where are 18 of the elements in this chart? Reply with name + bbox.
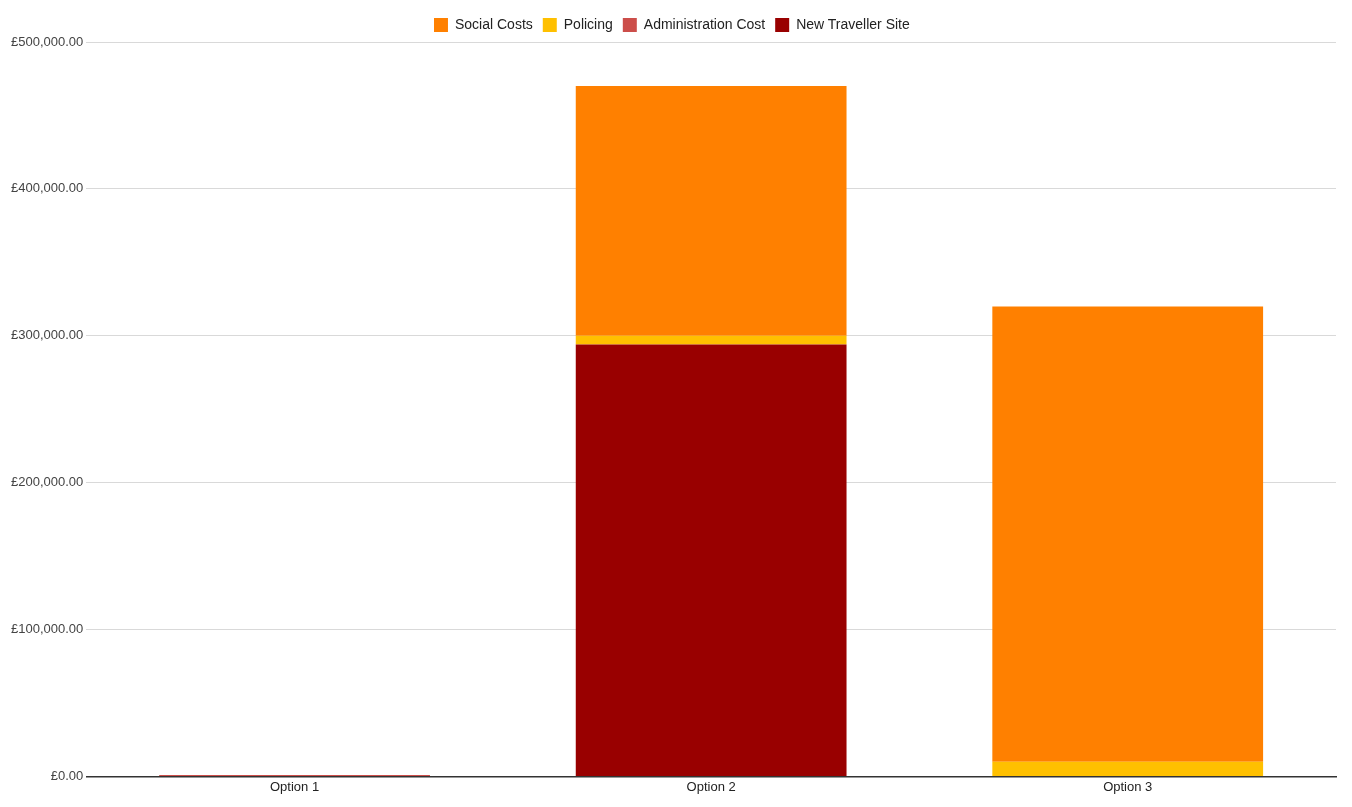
y-tick-label: £500,000.00 (11, 33, 84, 49)
bar (575, 344, 847, 776)
bar (992, 761, 1264, 776)
y-tick-label: £200,000.00 (11, 474, 84, 490)
bar (575, 335, 847, 345)
legend-label: Social Costs (454, 15, 533, 32)
y-tick-label: £0.00 (50, 767, 84, 783)
legend-label: Administration Cost (643, 15, 766, 32)
x-tick-label: Option 2 (686, 778, 736, 794)
bar (575, 86, 847, 336)
legend-label: New Traveller Site (796, 15, 910, 32)
x-tick-label: Option 1 (270, 778, 320, 794)
x-tick-label: Option 3 (1103, 778, 1153, 794)
bar (992, 306, 1264, 762)
y-tick-label: £100,000.00 (11, 621, 84, 637)
legend-label: Policing (563, 15, 613, 32)
y-tick-label: £400,000.00 (11, 180, 84, 196)
y-tick-label: £300,000.00 (11, 327, 84, 343)
